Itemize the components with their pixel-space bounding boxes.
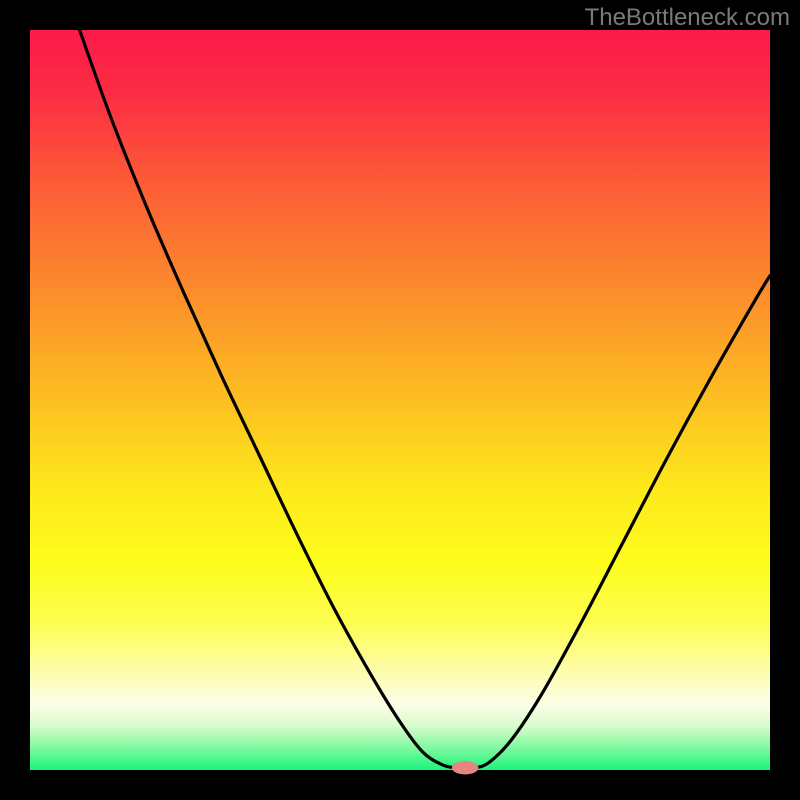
plot-background	[30, 30, 770, 770]
chart-svg	[0, 0, 800, 800]
watermark-text: TheBottleneck.com	[585, 4, 790, 32]
bottleneck-chart: TheBottleneck.com	[0, 0, 800, 800]
optimal-marker	[452, 761, 479, 774]
